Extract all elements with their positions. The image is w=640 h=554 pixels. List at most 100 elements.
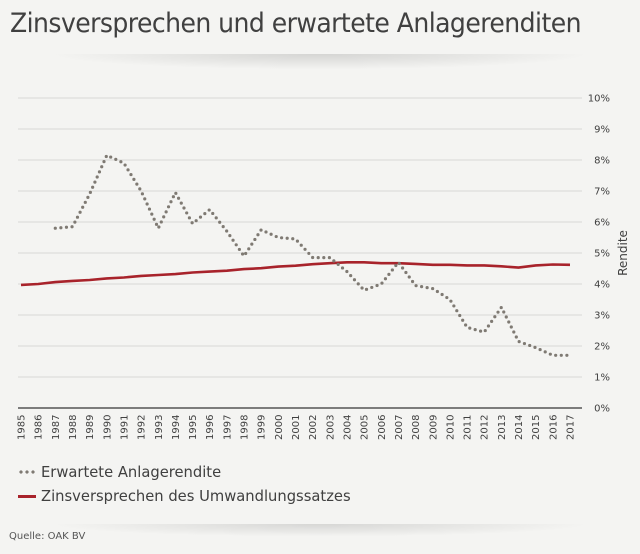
expected-return-line: [53, 153, 572, 357]
data-point: [449, 299, 451, 301]
x-tick-label: 2004: [342, 415, 353, 440]
data-point: [226, 270, 228, 272]
x-tick-label: 2016: [548, 415, 559, 440]
data-point: [226, 230, 228, 232]
legend-label: Erwartete Anlagerendite: [41, 463, 222, 481]
data-point: [174, 192, 176, 194]
data-point: [71, 226, 73, 228]
data-point: [449, 264, 451, 266]
x-tick-label: 2008: [411, 415, 422, 440]
data-point: [20, 284, 22, 286]
series-interest-promise: [20, 261, 571, 287]
data-point: [243, 255, 245, 257]
y-tick-label: 6%: [594, 218, 610, 229]
data-point: [277, 237, 279, 239]
legend-item-interest-promise: Zinsversprechen des Umwandlungssatzes: [18, 484, 367, 508]
data-point: [466, 264, 468, 266]
data-point: [54, 227, 56, 229]
data-point: [71, 280, 73, 282]
data-point: [329, 257, 331, 259]
x-tick-label: 1986: [34, 415, 45, 440]
data-point: [260, 267, 262, 269]
data-point: [483, 331, 485, 333]
data-point: [363, 289, 365, 291]
x-tick-label: 2003: [325, 415, 336, 440]
data-point: [535, 347, 537, 349]
y-tick-label: 1%: [594, 373, 610, 384]
data-point: [260, 229, 262, 231]
x-tick-label: 1985: [17, 415, 28, 440]
x-tick-label: 1998: [240, 415, 251, 440]
x-tick-label: 2009: [428, 415, 439, 440]
data-point: [54, 281, 56, 283]
x-tick-label: 1997: [222, 415, 233, 440]
data-point: [432, 264, 434, 266]
x-tick-label: 1996: [205, 415, 216, 440]
data-point: [192, 272, 194, 274]
footer: [0, 524, 640, 554]
header: Zinsversprechen und erwartete Anlagerend…: [0, 0, 640, 54]
source-note: Quelle: OAK BV: [9, 531, 86, 542]
x-tick-label: 1994: [171, 415, 182, 440]
x-tick-label: 2011: [463, 415, 474, 440]
data-point: [483, 264, 485, 266]
data-point: [518, 267, 520, 269]
data-point: [535, 264, 537, 266]
data-point: [157, 274, 159, 276]
data-point: [157, 227, 159, 229]
x-tick-label: 2013: [497, 415, 508, 440]
data-point: [106, 154, 108, 156]
y-tick-label: 4%: [594, 280, 610, 291]
legend-item-expected-return: Erwartete Anlagerendite: [18, 460, 367, 484]
x-tick-label: 1989: [85, 415, 96, 440]
chart-title: Zinsversprechen und erwartete Anlagerend…: [10, 8, 582, 39]
data-point: [89, 279, 91, 281]
x-tick-label: 2000: [274, 415, 285, 440]
y-tick-label: 10%: [588, 94, 610, 105]
y-tick-label: 2%: [594, 342, 610, 353]
data-point: [569, 354, 571, 356]
x-tick-label: 2015: [531, 415, 542, 440]
data-point: [192, 223, 194, 225]
data-point: [295, 265, 297, 267]
header-shadow: [0, 54, 640, 76]
y-tick-label: 8%: [594, 156, 610, 167]
data-point: [363, 261, 365, 263]
x-tick-label: 2006: [377, 415, 388, 440]
data-point: [569, 264, 571, 266]
data-point: [140, 275, 142, 277]
x-tick-label: 1990: [102, 415, 113, 440]
data-point: [415, 285, 417, 287]
x-tick-label: 1999: [257, 415, 268, 440]
data-point: [552, 354, 554, 356]
data-point: [89, 193, 91, 195]
data-point: [415, 263, 417, 265]
solid-line-swatch-icon: [18, 494, 36, 498]
data-point: [106, 277, 108, 279]
data-point: [346, 271, 348, 273]
data-point: [209, 209, 211, 211]
y-tick-label: 0%: [594, 404, 610, 415]
data-point: [500, 265, 502, 267]
footer-shadow: [0, 524, 640, 542]
data-point: [432, 288, 434, 290]
data-point: [243, 268, 245, 270]
x-tick-label: 1987: [51, 415, 62, 440]
x-tick-label: 2001: [291, 415, 302, 440]
data-point: [466, 326, 468, 328]
data-point: [140, 190, 142, 192]
data-point: [329, 262, 331, 264]
x-tick-label: 1992: [137, 415, 148, 440]
legend: Erwartete Anlagerendite Zinsversprechen …: [18, 460, 367, 508]
data-point: [397, 261, 399, 263]
data-point: [123, 162, 125, 164]
data-point: [380, 262, 382, 264]
x-tick-label: 2012: [480, 415, 491, 440]
series-expected-return: [53, 153, 572, 357]
x-tick-label: 2002: [308, 415, 319, 440]
data-point: [209, 271, 211, 273]
x-tick-label: 2014: [514, 415, 525, 440]
x-tick-label: 2005: [360, 415, 371, 440]
data-point: [346, 261, 348, 263]
